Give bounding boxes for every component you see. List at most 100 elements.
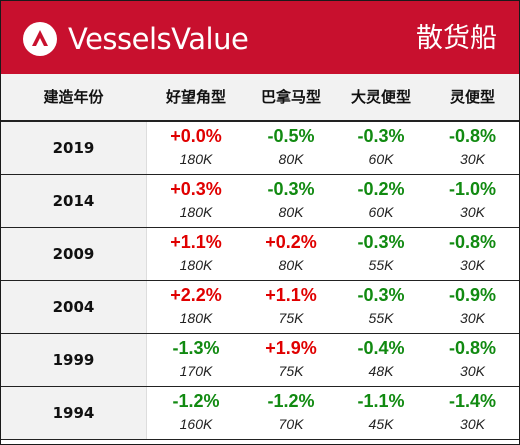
vessel-size: 80K	[278, 257, 304, 273]
value-change-percent: -0.5%	[267, 126, 315, 146]
vesselsvalue-logo-icon	[23, 22, 57, 56]
value-change-percent: -0.9%	[448, 285, 497, 305]
vessel-size: 60K	[368, 204, 394, 220]
value-cell: +2.2% 180K	[146, 281, 246, 333]
vessel-size: 55K	[368, 310, 394, 326]
vessel-size: 170K	[179, 363, 213, 379]
value-change-percent: -0.8%	[448, 338, 497, 358]
value-change-percent: -1.1%	[357, 391, 405, 411]
table-row: 2019 +0.0% 180K -0.5% 80K -0.3% 60K -0.8% 30K	[1, 122, 519, 175]
value-cell: +1.9% 75K	[246, 334, 336, 386]
value-cell: -0.8% 30K	[426, 334, 519, 386]
value-cell: -0.2% 60K	[336, 175, 426, 227]
header-bar: VesselsValue 散货船	[1, 1, 519, 74]
value-change-percent: +0.0%	[170, 126, 222, 146]
year-cell: 1994	[1, 387, 147, 439]
value-change-percent: -0.4%	[357, 338, 405, 358]
brand-name: VesselsValue	[68, 22, 249, 56]
value-cell: +1.1% 180K	[146, 228, 246, 280]
vessel-size: 180K	[179, 151, 213, 167]
value-change-percent: +1.1%	[170, 232, 222, 252]
value-change-percent: -1.4%	[448, 391, 497, 411]
table-row: 1999 -1.3% 170K +1.9% 75K -0.4% 48K -0.8% 30K	[1, 334, 519, 387]
vessel-size: 180K	[179, 310, 213, 326]
value-change-percent: +0.2%	[265, 232, 317, 252]
vessel-size: 55K	[368, 257, 394, 273]
column-header-supramax: 大灵便型	[350, 88, 411, 106]
vessel-size: 30K	[460, 416, 485, 432]
value-change-percent: +2.2%	[170, 285, 222, 305]
year-cell: 1999	[1, 334, 147, 386]
value-cell: -1.2% 70K	[246, 387, 336, 439]
vessel-size: 70K	[278, 416, 304, 432]
value-change-percent: -1.3%	[172, 338, 220, 358]
value-cell: -0.3% 55K	[336, 228, 426, 280]
table-row: 2004 +2.2% 180K +1.1% 75K -0.3% 55K -0.9% 30K	[1, 281, 519, 334]
vessel-size: 30K	[460, 257, 485, 273]
value-change-percent: -0.3%	[357, 285, 405, 305]
vessel-size: 160K	[179, 416, 213, 432]
table-row: 2014 +0.3% 180K -0.3% 80K -0.2% 60K -1.0% 30K	[1, 175, 519, 228]
value-change-percent: -1.2%	[267, 391, 315, 411]
value-cell: -1.3% 170K	[146, 334, 246, 386]
build-year: 2019	[52, 139, 95, 157]
value-change-percent: -0.2%	[357, 179, 405, 199]
year-cell: 2019	[1, 122, 147, 174]
value-cell: +0.0% 180K	[146, 122, 246, 174]
value-cell: +1.1% 75K	[246, 281, 336, 333]
value-change-percent: +1.9%	[265, 338, 317, 358]
column-header-handysize: 灵便型	[449, 88, 495, 106]
column-header-row: 建造年份 好望角型 巴拿马型 大灵便型 灵便型	[1, 74, 519, 122]
build-year: 2004	[52, 298, 95, 316]
vessel-size: 60K	[368, 151, 394, 167]
value-change-percent: -1.2%	[172, 391, 220, 411]
value-cell: -0.5% 80K	[246, 122, 336, 174]
value-cell: +0.2% 80K	[246, 228, 336, 280]
vessel-size: 75K	[278, 363, 304, 379]
value-cell: -0.4% 48K	[336, 334, 426, 386]
value-cell: -1.2% 160K	[146, 387, 246, 439]
value-cell: -1.0% 30K	[426, 175, 519, 227]
table-row: 1994 -1.2% 160K -1.2% 70K -1.1% 45K -1.4% 30K	[1, 387, 519, 440]
value-cell: -0.9% 30K	[426, 281, 519, 333]
value-cell: -1.1% 45K	[336, 387, 426, 439]
value-change-percent: -0.3%	[267, 179, 315, 199]
column-header-panamax: 巴拿马型	[260, 88, 321, 106]
vessel-size: 30K	[460, 151, 485, 167]
vessel-size: 48K	[368, 363, 394, 379]
value-change-percent: -1.0%	[448, 179, 497, 199]
vessel-size: 80K	[278, 204, 304, 220]
value-cell: -0.8% 30K	[426, 122, 519, 174]
vessel-size: 80K	[278, 151, 304, 167]
vessel-size: 30K	[460, 310, 485, 326]
column-header-capesize: 好望角型	[165, 88, 226, 106]
build-year: 1994	[52, 404, 95, 422]
value-cell: +0.3% 180K	[146, 175, 246, 227]
vessel-size: 45K	[368, 416, 394, 432]
vessel-size: 180K	[179, 204, 213, 220]
year-cell: 2004	[1, 281, 147, 333]
vessel-size: 30K	[460, 363, 485, 379]
value-cell: -0.3% 80K	[246, 175, 336, 227]
category-title: 散货船	[416, 23, 497, 54]
value-change-percent: -0.3%	[357, 232, 405, 252]
value-change-percent: +1.1%	[265, 285, 317, 305]
column-header-year: 建造年份	[43, 88, 104, 106]
year-cell: 2009	[1, 228, 147, 280]
vessel-size: 30K	[460, 204, 485, 220]
build-year: 2009	[52, 245, 95, 263]
value-cell: -0.3% 60K	[336, 122, 426, 174]
vessel-size: 75K	[278, 310, 304, 326]
value-cell: -0.8% 30K	[426, 228, 519, 280]
value-cell: -1.4% 30K	[426, 387, 519, 439]
value-change-percent: -0.8%	[448, 126, 497, 146]
build-year: 2014	[52, 192, 95, 210]
vessel-size: 180K	[179, 257, 213, 273]
value-cell: -0.3% 55K	[336, 281, 426, 333]
table-row: 2009 +1.1% 180K +0.2% 80K -0.3% 55K -0.8% 30K	[1, 228, 519, 281]
year-cell: 2014	[1, 175, 147, 227]
build-year: 1999	[52, 351, 95, 369]
value-change-percent: +0.3%	[170, 179, 222, 199]
value-change-percent: -0.3%	[357, 126, 405, 146]
